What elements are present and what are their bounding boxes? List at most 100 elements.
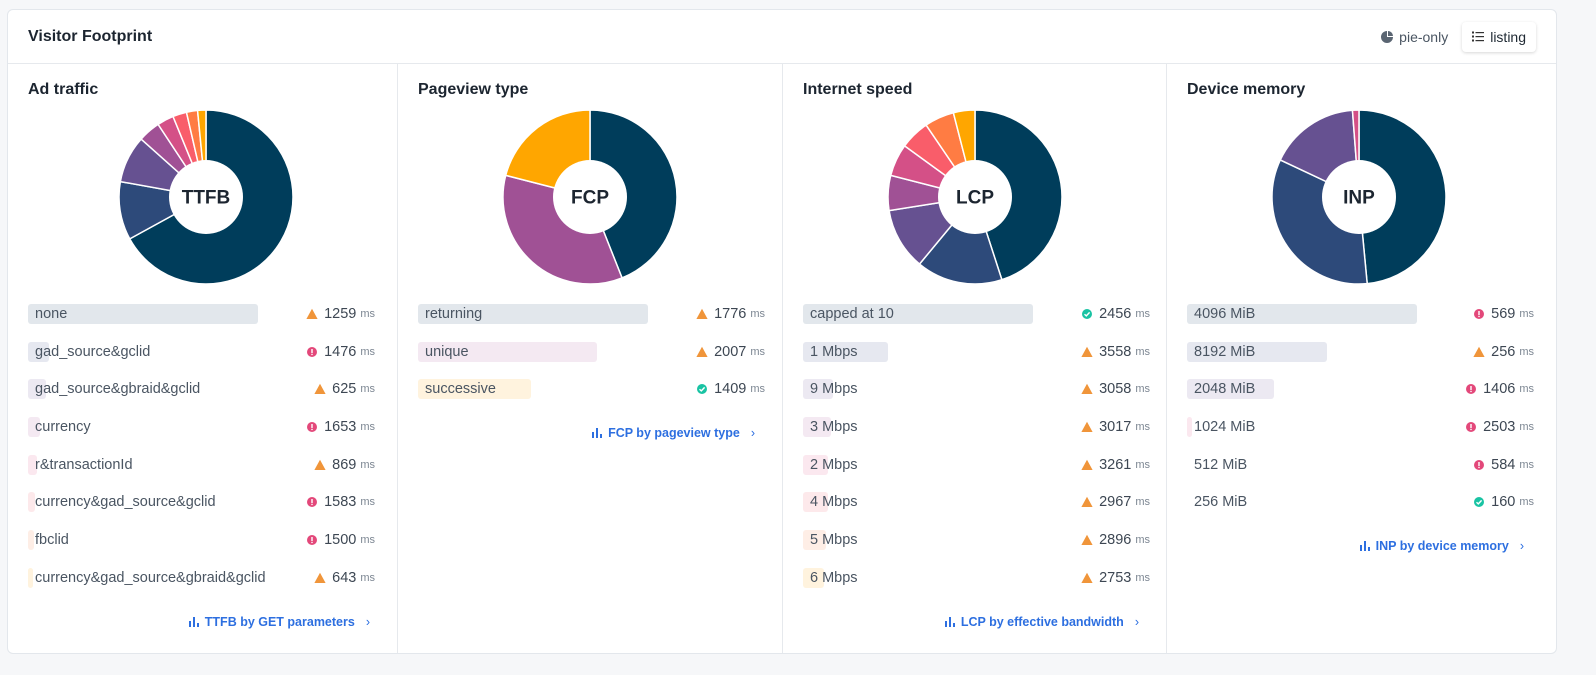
row-label: 256 MiB [1194,494,1248,511]
warning-triangle-icon [1081,572,1093,583]
row-value: 625 ms [314,381,375,397]
metric-unit: ms [1519,458,1534,471]
row-label: currency [35,419,91,436]
list-item[interactable]: fbclid 1500 ms [28,529,375,567]
list-item[interactable]: 2 Mbps 3261 ms [803,454,1150,492]
row-value: 1776 ms [696,306,765,322]
fcp-by-pageview-type-link[interactable]: FCP by pageview type › [592,426,755,440]
list-item[interactable]: 256 MiB 160 ms [1187,491,1534,529]
metric-value: 1476 [324,343,357,360]
metric-unit: ms [1135,458,1150,471]
list-item[interactable]: 3 Mbps 3017 ms [803,416,1150,454]
row-label: fbclid [35,532,69,549]
list-item[interactable]: capped at 10 2456 ms [803,303,1150,341]
metric-value: 869 [332,456,357,473]
share-bar [803,530,826,551]
bar-chart-icon [188,617,199,627]
metric-unit: ms [1135,308,1150,320]
list-item[interactable]: currency&gad_source&gclid 1583 ms [28,491,375,529]
list-item[interactable]: 1024 MiB 2503 ms [1187,416,1534,454]
metric-unit: ms [1135,571,1150,584]
metric-value: 1653 [324,419,357,436]
listing-button[interactable]: listing [1462,21,1536,52]
list-item[interactable]: 9 Mbps 3058 ms [803,378,1150,416]
donut-slice[interactable] [1358,109,1447,285]
list-item[interactable]: none 1259 ms [28,303,375,341]
share-bar [28,417,40,438]
listing-label: listing [1490,28,1526,45]
row-label: 1024 MiB [1194,419,1256,436]
lcp-by-effective-bandwidth-link[interactable]: LCP by effective bandwidth › [944,615,1139,629]
donut-slice[interactable] [502,174,624,285]
metric-unit: ms [1135,534,1150,547]
list-item[interactable]: currency&gad_source&gbraid&gclid 643 ms [28,567,375,605]
metric-unit: ms [1135,496,1150,509]
list-item[interactable]: unique 2007 ms [418,341,765,379]
good-check-icon [1082,309,1093,319]
metric-value: 1409 [714,381,747,398]
list-item[interactable]: 8192 MiB 256 ms [1187,341,1534,379]
metric-unit: ms [360,345,375,358]
share-bar [803,417,831,438]
list-item[interactable]: 512 MiB 584 ms [1187,454,1534,492]
list-item[interactable]: gad_source&gbraid&gclid 625 ms [28,378,375,416]
row-label: 6 Mbps [810,569,858,586]
row-label: none [35,306,68,322]
list-item[interactable]: r&transactionId 869 ms [28,454,375,492]
ttfb-by-get-parameters-link[interactable]: TTFB by GET parameters › [188,615,370,629]
error-circle-icon [1466,384,1477,395]
metric-unit: ms [1519,383,1534,396]
list-item[interactable]: 4 Mbps 2967 ms [803,491,1150,529]
list-item[interactable]: 2048 MiB 1406 ms [1187,378,1534,416]
metric-unit: ms [750,345,765,358]
row-label: 2 Mbps [810,456,858,473]
link-label: TTFB by GET parameters [204,615,355,629]
row-label: gad_source&gbraid&gclid [35,381,201,398]
chevron-right-icon: › [1134,615,1139,629]
chevron-right-icon: › [365,615,370,629]
error-circle-icon [307,497,318,508]
warning-triangle-icon [314,384,326,395]
pie-only-button[interactable]: pie-only [1371,22,1458,52]
metric-unit: ms [1135,383,1150,396]
view-toggle: pie-only listing [1371,21,1536,52]
row-label: currency&gad_source&gclid [35,494,216,511]
warning-triangle-icon [1081,421,1093,433]
metric-value: 2896 [1099,532,1132,549]
chevron-right-icon: › [1519,539,1524,553]
share-bar [803,454,829,475]
row-label: currency&gad_source&gbraid&gclid [35,569,266,586]
metric-value: 2007 [714,343,747,360]
row-label: 9 Mbps [810,381,858,398]
metric-value: 3017 [1099,419,1132,436]
metric-unit: ms [1135,421,1150,434]
donut-svg: FCP [502,109,678,285]
list-item[interactable]: 1 Mbps 3558 ms [803,341,1150,379]
share-bar [28,530,34,551]
donut-slice[interactable] [589,109,678,279]
list-item[interactable]: successive 1409 ms [418,378,765,416]
list-item[interactable]: 5 Mbps 2896 ms [803,529,1150,567]
list-item[interactable]: 4096 MiB 569 ms [1187,303,1534,341]
donut-chart: TTFB [118,109,294,285]
row-value: 2503 ms [1465,419,1534,435]
list-item[interactable]: returning 1776 ms [418,303,765,341]
metric-unit: ms [750,383,765,396]
list-item[interactable]: gad_source&gclid 1476 ms [28,341,375,379]
warning-triangle-icon [1081,534,1093,546]
inp-by-device-memory-link[interactable]: INP by device memory › [1359,539,1524,553]
metric-unit: ms [360,308,375,320]
share-bar [28,567,33,588]
row-value: 2456 ms [1081,306,1150,322]
list-item[interactable]: 6 Mbps 2753 ms [803,567,1150,605]
donut-slice[interactable] [974,109,1063,281]
donut-svg: LCP [887,109,1063,285]
metric-value: 160 [1491,494,1516,511]
warning-triangle-icon [696,308,708,319]
panel-title: Internet speed [803,81,913,98]
donut-center [1322,160,1396,234]
row-value: 584 ms [1473,457,1534,473]
row-value: 1476 ms [306,344,375,360]
error-circle-icon [1474,459,1485,470]
list-item[interactable]: currency 1653 ms [28,416,375,454]
